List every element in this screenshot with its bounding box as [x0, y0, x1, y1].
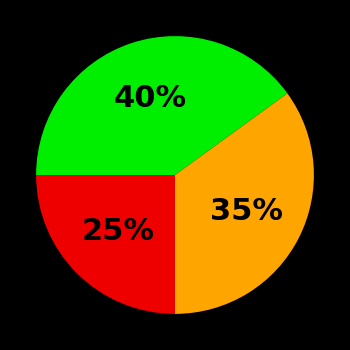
Text: 40%: 40% [113, 84, 187, 113]
Wedge shape [36, 175, 175, 314]
Wedge shape [36, 36, 287, 175]
Wedge shape [175, 93, 314, 314]
Text: 25%: 25% [82, 217, 155, 246]
Text: 35%: 35% [210, 197, 283, 226]
